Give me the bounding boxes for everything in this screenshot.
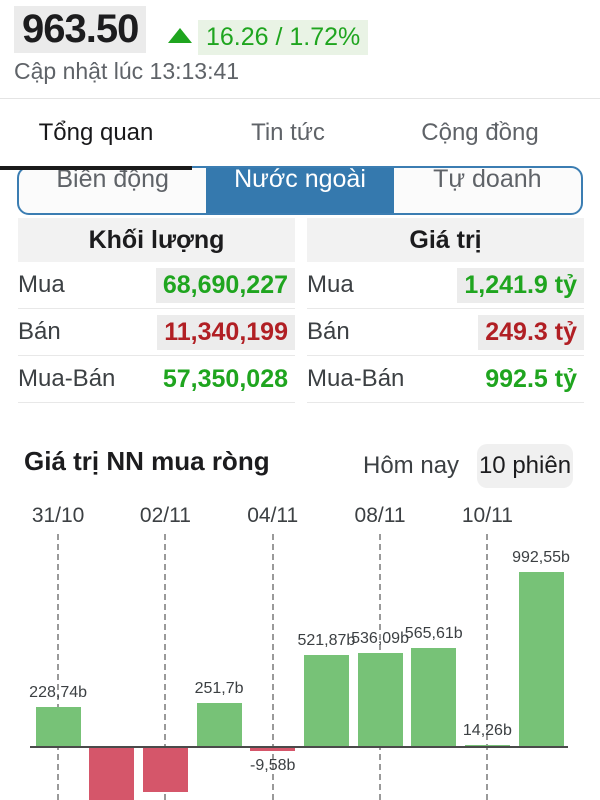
range-10-sessions-button[interactable]: 10 phiên <box>477 444 573 488</box>
row-label: Bán <box>307 318 350 345</box>
bar <box>250 748 296 751</box>
grid-line <box>271 534 274 800</box>
grid-line <box>57 534 60 800</box>
value-column-header: Giá trị <box>307 218 584 262</box>
bar <box>196 703 242 748</box>
index-change: 16.26 / 1.72% <box>198 20 369 55</box>
header-divider <box>0 98 600 99</box>
bar-label: 251,7b <box>194 680 244 697</box>
updated-timestamp: Cập nhật lúc 13:13:41 <box>14 58 240 84</box>
table-row: Mua 1,241.9 tỷ <box>307 262 584 309</box>
bar-label: 14,26b <box>462 722 512 739</box>
row-label: Mua <box>18 271 65 298</box>
table-row: Mua 68,690,227 <box>18 262 295 309</box>
net-buy-bar-chart: 31/10 02/11 04/11 08/11 10/11 228,74b 251,7b -9… <box>0 500 600 800</box>
bar-label: 536,09b <box>351 630 409 647</box>
bar <box>303 655 349 748</box>
tab-overview[interactable]: Tổng quan <box>38 119 154 146</box>
segment-nuoc-ngoai[interactable]: Nước ngoài <box>206 166 394 213</box>
row-value: 992.5 tỷ <box>485 364 577 393</box>
bar-label: 521,87b <box>297 632 356 649</box>
bar-label: -9,58b <box>250 757 296 774</box>
table-row: Mua-Bán 57,350,028 <box>18 356 295 403</box>
segment-tu-doanh[interactable]: Tự doanh <box>394 168 581 213</box>
tab-news[interactable]: Tin tức <box>251 119 325 146</box>
volume-column-header: Khối lượng <box>18 218 295 262</box>
bar <box>89 748 135 800</box>
row-value: 249.3 tỷ <box>478 314 584 350</box>
row-label: Mua-Bán <box>18 365 116 392</box>
segment-bien-dong[interactable]: Biến động <box>19 168 206 213</box>
row-label: Bán <box>18 318 61 345</box>
volume-table: Mua 68,690,227 Bán 11,340,199 Mua-Bán 57,350,… <box>18 262 295 403</box>
bar <box>357 653 403 748</box>
bar <box>518 572 564 748</box>
x-axis-label: 10/11 <box>461 504 513 527</box>
segmented-control: Biến động Nước ngoài Tự doanh <box>17 166 583 215</box>
row-value: 11,340,199 <box>157 314 295 350</box>
x-axis-label: 31/10 <box>31 504 85 527</box>
table-row: Bán 249.3 tỷ <box>307 309 584 356</box>
grid-line <box>486 534 489 800</box>
value-table: Mua 1,241.9 tỷ Bán 249.3 tỷ Mua-Bán 992.5 tỷ <box>307 262 584 403</box>
top-tab-bar: Tổng quan Tin tức Cộng đồng <box>0 100 600 166</box>
x-axis-label: 08/11 <box>354 504 406 527</box>
segment-label: Tự doanh <box>433 166 542 193</box>
row-value: 1,241.9 tỷ <box>457 267 584 303</box>
row-value: 68,690,227 <box>155 267 295 303</box>
tab-community[interactable]: Cộng đồng <box>421 119 539 146</box>
grid-line <box>164 534 167 800</box>
segment-label: Nước ngoài <box>234 166 366 193</box>
table-row: Bán 11,340,199 <box>18 309 295 356</box>
row-label: Mua <box>307 271 354 298</box>
bar <box>142 748 188 792</box>
bar <box>411 648 457 748</box>
chart-title: Giá trị NN mua ròng <box>24 446 270 476</box>
x-axis-line <box>30 746 568 748</box>
bar-label: 992,55b <box>512 549 570 566</box>
row-label: Mua-Bán <box>307 365 405 392</box>
bar-label: 228,74b <box>29 684 88 701</box>
table-row: Mua-Bán 992.5 tỷ <box>307 356 584 403</box>
bar <box>35 707 81 748</box>
bar-label: 565,61b <box>404 625 463 642</box>
index-value: 963.50 <box>14 6 147 53</box>
segment-label: Biến động <box>56 166 169 193</box>
x-axis-label: 02/11 <box>139 504 191 527</box>
row-value: 57,350,028 <box>162 364 288 393</box>
range-today-button[interactable]: Hôm nay <box>363 452 460 479</box>
active-tab-underline <box>0 166 192 170</box>
x-axis-label: 04/11 <box>247 504 299 527</box>
up-triangle-icon <box>168 28 192 43</box>
